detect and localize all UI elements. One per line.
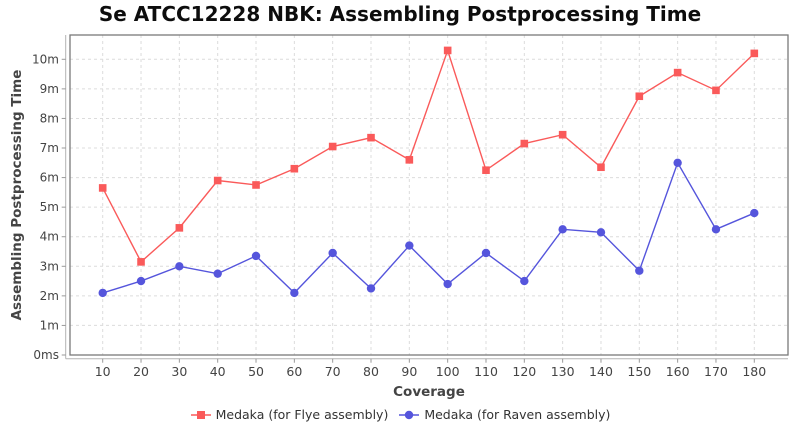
legend-item-flye: Medaka (for Flye assembly) — [190, 407, 389, 422]
data-point-marker — [137, 258, 145, 266]
data-point-marker — [213, 176, 222, 185]
data-point-marker — [443, 279, 452, 289]
data-point-marker — [136, 276, 146, 286]
y-tick-label: 2m — [40, 289, 59, 303]
data-point-marker — [328, 248, 337, 258]
y-tick-label: 6m — [40, 171, 59, 185]
y-tick-label: 10m — [32, 52, 59, 66]
data-point-marker — [558, 130, 567, 139]
data-point-marker — [328, 142, 337, 151]
data-point-marker — [405, 241, 414, 250]
x-tick-label: 160 — [666, 364, 690, 379]
x-tick-label: 140 — [589, 364, 613, 379]
x-tick-label: 150 — [627, 364, 651, 379]
chart-title: Se ATCC12228 NBK: Assembling Postprocess… — [98, 2, 702, 26]
data-point-marker — [443, 46, 452, 55]
data-point-marker — [750, 208, 759, 218]
data-point-marker — [175, 262, 184, 271]
x-tick-label: 90 — [401, 364, 417, 379]
y-tick-label: 9m — [40, 82, 59, 96]
data-point-marker — [367, 133, 375, 142]
chart-frame — [69, 34, 789, 356]
x-tick-label: 100 — [436, 364, 460, 379]
x-tick-label: 10 — [95, 364, 111, 379]
data-point-marker — [175, 224, 184, 232]
data-point-marker — [597, 163, 605, 172]
data-point-marker — [252, 181, 260, 189]
data-point-marker — [596, 228, 606, 237]
y-tick-label: 8m — [40, 111, 59, 125]
x-tick-label: 60 — [286, 364, 302, 379]
y-tick-label: 4m — [40, 230, 59, 244]
y-axis-title: Assembling Postprocessing Time — [9, 69, 25, 321]
x-tick-label: 30 — [171, 364, 187, 379]
series-line — [102, 161, 755, 294]
data-point-marker — [520, 139, 529, 148]
y-tick-label: 1m — [40, 318, 59, 332]
series-line — [102, 48, 755, 263]
x-axis-title: Coverage — [393, 384, 465, 400]
legend-item-raven: Medaka (for Raven assembly) — [398, 407, 610, 422]
data-point-marker — [482, 166, 490, 174]
legend-label-raven: Medaka (for Raven assembly) — [424, 407, 611, 422]
legend-label-flye: Medaka (for Flye assembly) — [215, 407, 389, 422]
x-tick-label: 170 — [704, 364, 728, 379]
data-point-marker — [750, 49, 759, 58]
y-tick-label: 7m — [40, 141, 59, 155]
x-tick-label: 40 — [210, 364, 226, 379]
x-tick-label: 180 — [742, 364, 766, 379]
x-tick-label: 120 — [512, 364, 536, 379]
x-tick-label: 110 — [474, 364, 498, 379]
flye-series-marker-icon — [190, 410, 211, 419]
data-point-marker — [290, 288, 299, 298]
data-point-marker — [520, 276, 529, 286]
x-tick-label: 80 — [363, 364, 379, 379]
data-point-marker — [98, 288, 107, 298]
raven-series-marker-icon — [399, 410, 420, 419]
x-tick-label: 50 — [248, 364, 264, 379]
data-point-marker — [635, 266, 644, 275]
data-point-marker — [673, 158, 682, 167]
legend: Medaka (for Flye assembly) Medaka (for R… — [0, 407, 800, 422]
data-point-marker — [711, 225, 721, 234]
data-point-marker — [558, 225, 567, 234]
data-point-marker — [673, 68, 682, 77]
data-point-marker — [635, 92, 644, 101]
data-point-marker — [213, 269, 222, 278]
data-point-marker — [366, 284, 376, 293]
data-point-marker — [481, 248, 491, 258]
y-tick-label: 0ms — [33, 348, 59, 362]
y-tick-label: 5m — [40, 200, 59, 214]
data-point-marker — [290, 164, 299, 173]
y-tick-label: 3m — [40, 259, 59, 273]
x-tick-label: 70 — [325, 364, 341, 379]
data-point-marker — [712, 86, 720, 95]
data-point-marker — [251, 251, 261, 261]
data-point-marker — [405, 156, 414, 164]
x-tick-label: 20 — [133, 364, 149, 379]
x-tick-label: 130 — [551, 364, 575, 379]
data-point-marker — [98, 184, 107, 192]
